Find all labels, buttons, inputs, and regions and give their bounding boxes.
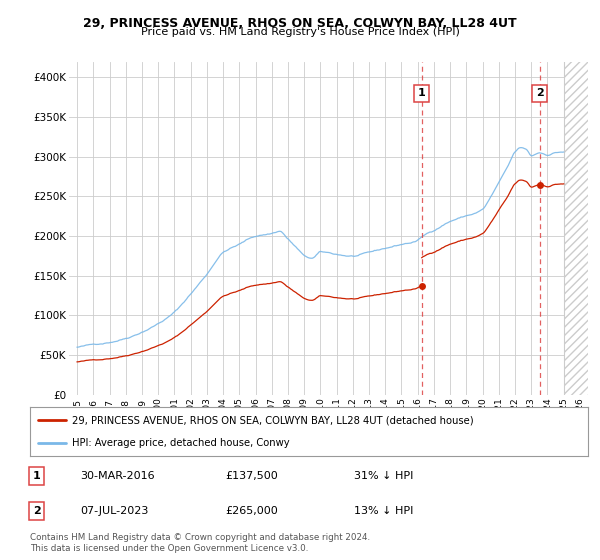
Text: 13% ↓ HPI: 13% ↓ HPI xyxy=(353,506,413,516)
Text: HPI: Average price, detached house, Conwy: HPI: Average price, detached house, Conw… xyxy=(72,438,289,448)
Text: 29, PRINCESS AVENUE, RHOS ON SEA, COLWYN BAY, LL28 4UT (detached house): 29, PRINCESS AVENUE, RHOS ON SEA, COLWYN… xyxy=(72,416,473,426)
Text: 2: 2 xyxy=(33,506,41,516)
Text: Price paid vs. HM Land Registry's House Price Index (HPI): Price paid vs. HM Land Registry's House … xyxy=(140,27,460,38)
Text: £265,000: £265,000 xyxy=(226,506,278,516)
Text: 2: 2 xyxy=(536,88,544,99)
Text: 29, PRINCESS AVENUE, RHOS ON SEA, COLWYN BAY, LL28 4UT: 29, PRINCESS AVENUE, RHOS ON SEA, COLWYN… xyxy=(83,17,517,30)
Bar xyxy=(563,62,588,395)
Text: 07-JUL-2023: 07-JUL-2023 xyxy=(80,506,149,516)
Text: Contains HM Land Registry data © Crown copyright and database right 2024.
This d: Contains HM Land Registry data © Crown c… xyxy=(30,533,370,553)
Text: 31% ↓ HPI: 31% ↓ HPI xyxy=(353,471,413,481)
Text: £137,500: £137,500 xyxy=(226,471,278,481)
Text: 30-MAR-2016: 30-MAR-2016 xyxy=(80,471,155,481)
Text: 1: 1 xyxy=(33,471,41,481)
Text: 1: 1 xyxy=(418,88,425,99)
